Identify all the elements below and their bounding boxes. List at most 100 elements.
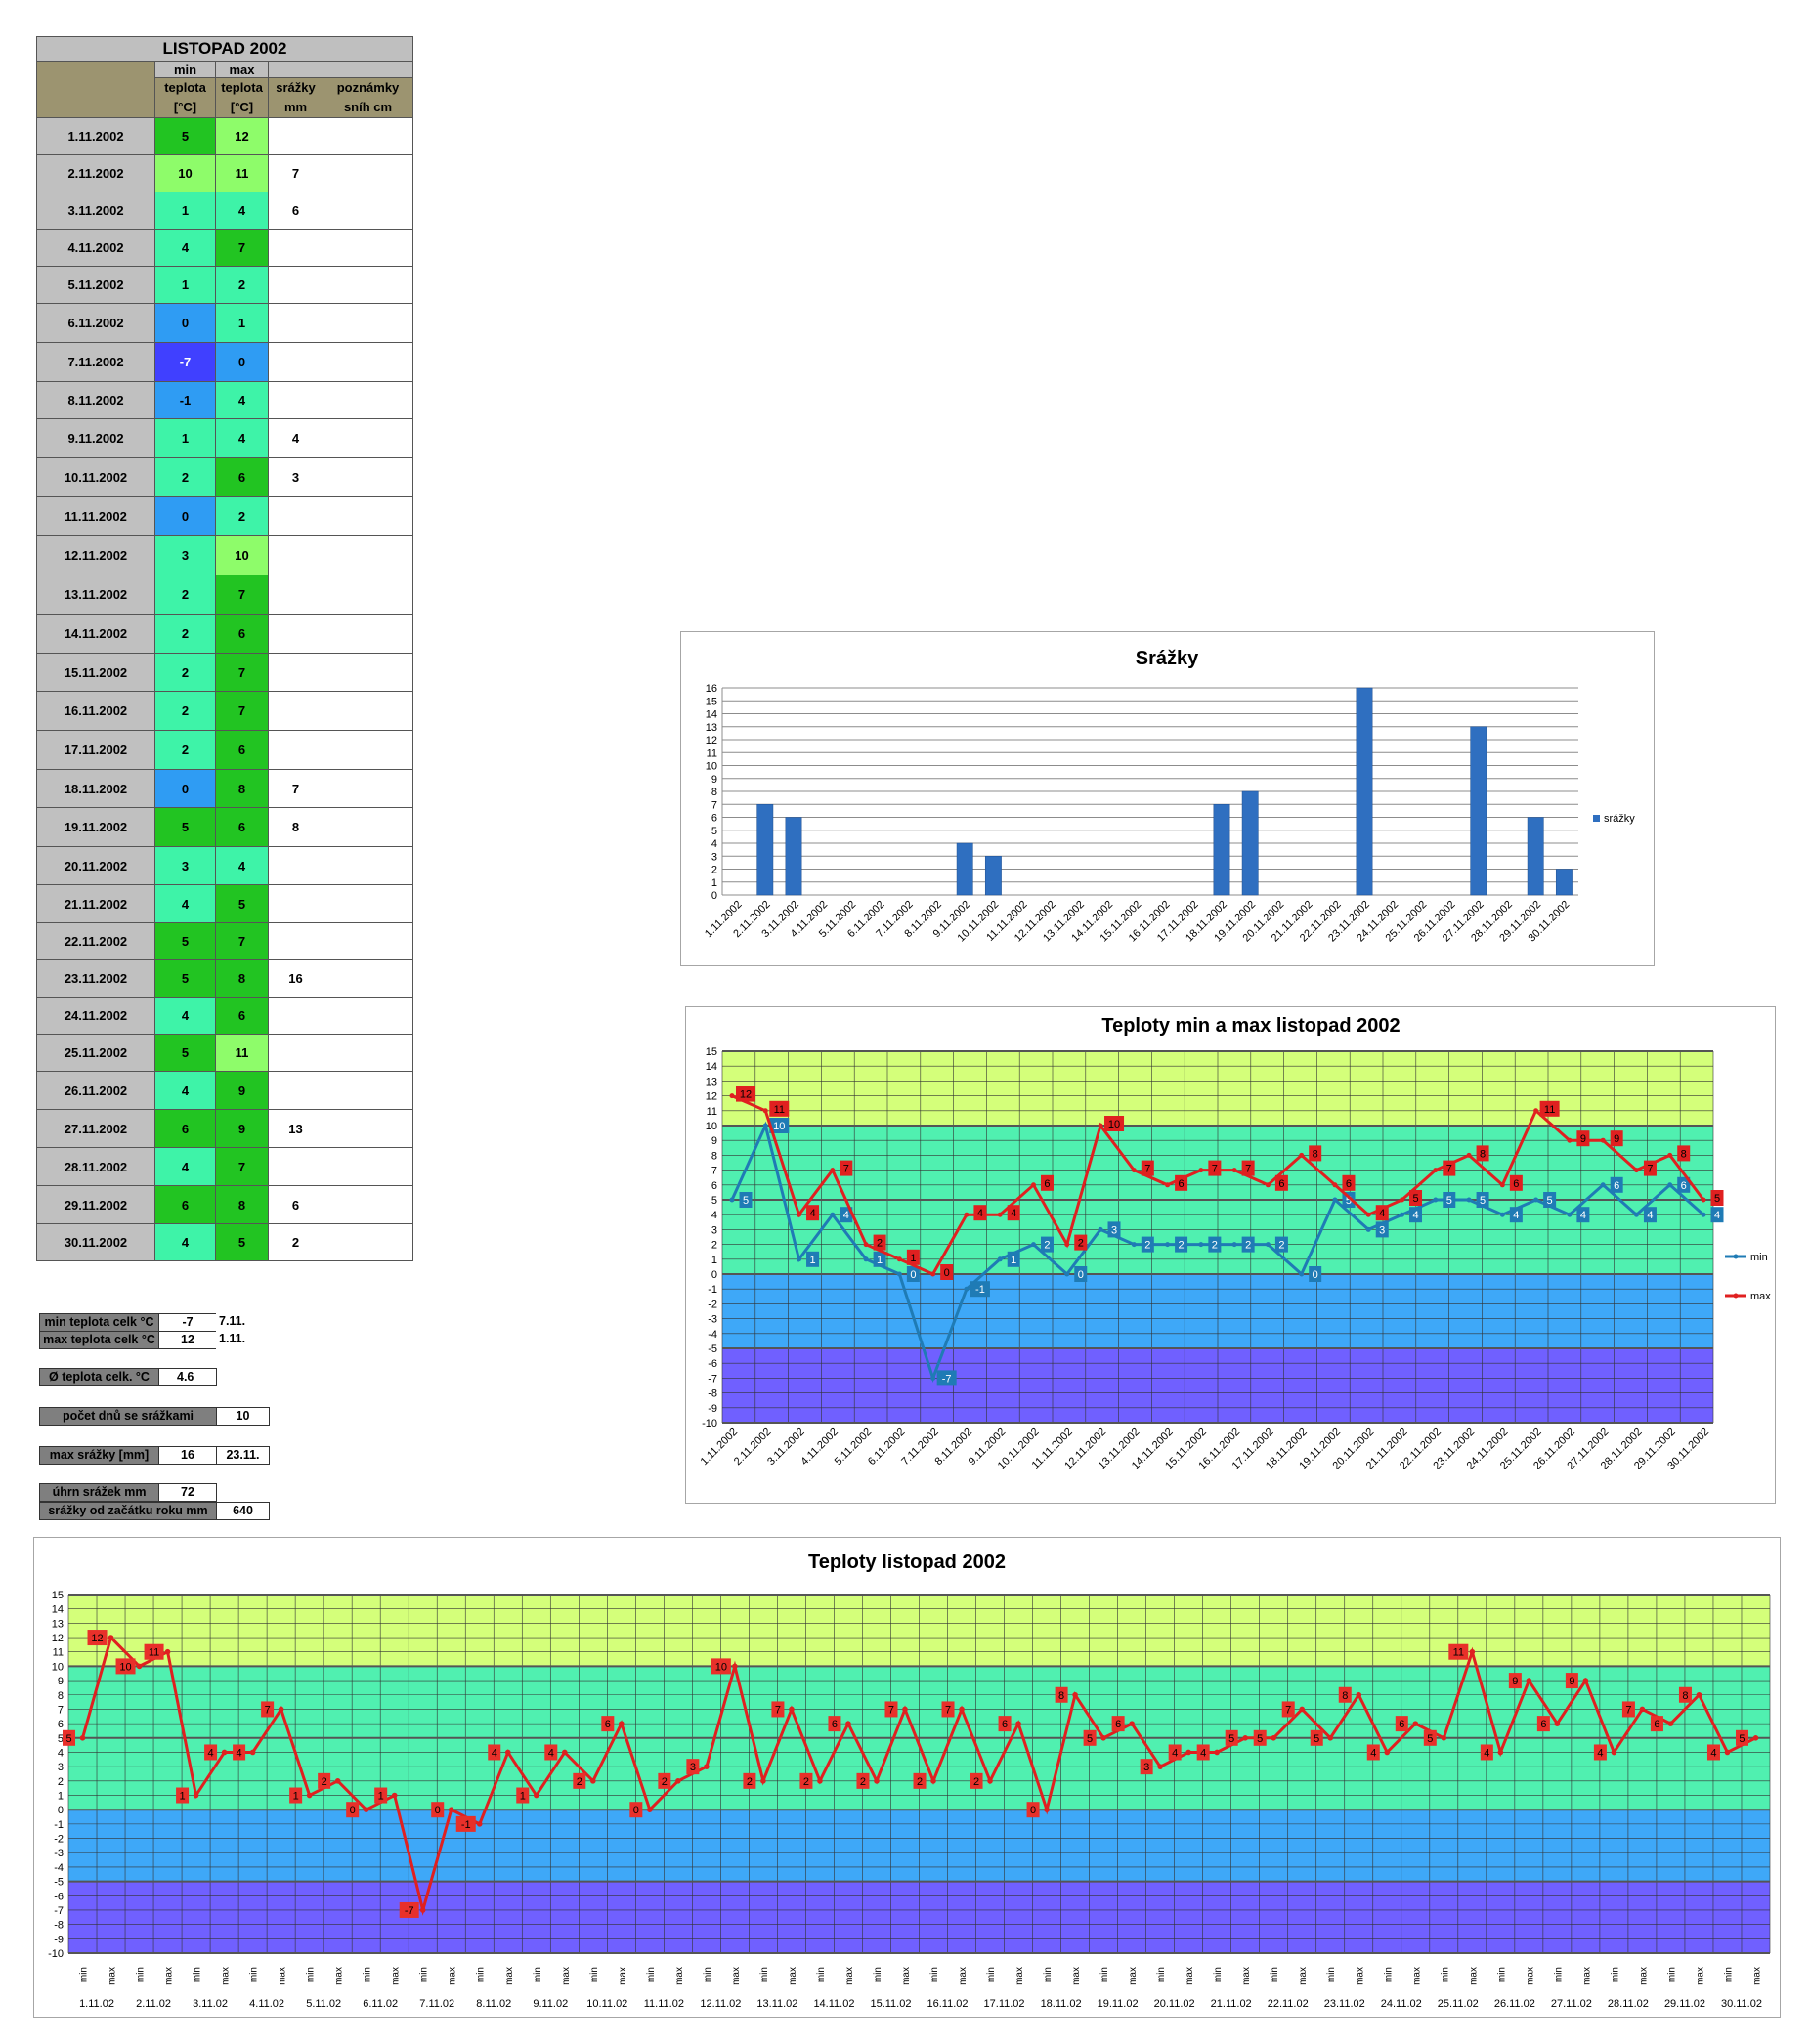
chart-title: Srážky [1136, 648, 1199, 669]
y-tick-label: 8 [711, 1150, 717, 1162]
row-rain [268, 342, 323, 382]
data-label: 2 [662, 1776, 668, 1788]
x-sub-label: max [1525, 1967, 1535, 1985]
point-min [1433, 1197, 1439, 1203]
row-max: 2 [215, 266, 269, 304]
data-label: 7 [1285, 1704, 1291, 1716]
data-label-bg [144, 1643, 164, 1660]
point-max [830, 1168, 836, 1173]
header-notes: poznámky sníh cm [323, 77, 413, 118]
row-note [323, 303, 413, 343]
y-tick-label: 8 [711, 787, 717, 798]
data-label-bg [856, 1772, 870, 1789]
row-min: 1 [154, 192, 216, 230]
data-label: 7 [888, 1704, 894, 1716]
x-sub-label: min [1440, 1967, 1450, 1982]
data-label-bg [1140, 1759, 1153, 1775]
y-tick-label: 12 [52, 1633, 64, 1644]
y-tick-label: 6 [711, 813, 717, 825]
x-sub-label: max [788, 1967, 798, 1985]
data-label: 2 [973, 1776, 979, 1788]
x-group-label: 17.11.02 [984, 1998, 1025, 2010]
weather-table: LISTOPAD 2002 min max teplota [°C] teplot… [36, 36, 413, 1261]
point-max [997, 1212, 1003, 1217]
row-date: 4.11.2002 [36, 229, 155, 267]
y-tick-label: -2 [708, 1299, 717, 1310]
y-tick-label: 4 [58, 1747, 64, 1759]
row-max: 6 [215, 457, 269, 497]
data-label-bg [1621, 1701, 1635, 1718]
row-min: 5 [154, 117, 216, 155]
y-tick-label: 2 [58, 1776, 64, 1788]
point [1412, 1721, 1419, 1726]
data-label: 4 [1379, 1208, 1385, 1219]
data-label-bg [806, 1205, 820, 1221]
table-row: 16.11.2002 2 7 [36, 691, 413, 731]
data-label-bg [1509, 1207, 1523, 1223]
row-rain [268, 535, 323, 575]
point [987, 1778, 993, 1784]
point [760, 1778, 766, 1784]
x-sub-label: min [986, 1967, 997, 1982]
data-label: 5 [1480, 1195, 1486, 1207]
data-label: 7 [843, 1164, 849, 1175]
row-note [323, 884, 413, 923]
data-label: 5 [1314, 1733, 1319, 1745]
row-min: 5 [154, 807, 216, 847]
legend-swatch [1593, 815, 1600, 822]
row-rain [268, 1034, 323, 1072]
point-max [1466, 1152, 1472, 1158]
data-label: 7 [1245, 1164, 1251, 1175]
row-min: 2 [154, 653, 216, 692]
point-max [1332, 1182, 1338, 1188]
x-sub-label: max [504, 1967, 515, 1985]
data-label-bg [1735, 1729, 1748, 1746]
bar [1527, 817, 1544, 896]
point-min [797, 1256, 802, 1262]
header-min-units: [°C] [173, 100, 197, 114]
data-label-bg [1281, 1701, 1295, 1718]
y-tick-label: 16 [706, 683, 717, 695]
point [79, 1735, 86, 1741]
row-date: 12.11.2002 [36, 535, 155, 575]
x-sub-label: min [703, 1967, 713, 1982]
table-row: 22.11.2002 5 7 [36, 922, 413, 960]
row-min: 0 [154, 496, 216, 536]
row-note [323, 922, 413, 960]
data-label: 2 [877, 1238, 883, 1250]
data-label: 1 [378, 1791, 384, 1803]
data-label: 7 [775, 1704, 781, 1716]
row-min: 4 [154, 1223, 216, 1261]
row-max: 5 [215, 884, 269, 923]
row-rain [268, 303, 323, 343]
point [1469, 1648, 1476, 1655]
row-max: 4 [215, 192, 269, 230]
data-label-bg [1104, 1116, 1125, 1131]
data-label: 8 [1682, 1690, 1688, 1702]
point-min [896, 1271, 902, 1277]
data-label-bg [799, 1772, 813, 1789]
data-label: 7 [1625, 1704, 1631, 1716]
row-date: 8.11.2002 [36, 381, 155, 419]
point [1327, 1735, 1334, 1741]
data-label-bg [1007, 1205, 1020, 1221]
data-label: 6 [1614, 1180, 1619, 1192]
data-label: 4 [548, 1747, 554, 1759]
point-max [1600, 1137, 1606, 1143]
point-min [1365, 1226, 1371, 1232]
point [1242, 1735, 1248, 1741]
y-tick-label: 1 [711, 1255, 717, 1266]
row-max: 8 [215, 959, 269, 998]
row-note [323, 418, 413, 458]
x-group-label: 28.11.02 [1608, 1998, 1649, 2010]
point-min [1466, 1197, 1472, 1203]
x-sub-label: min [1553, 1967, 1564, 1982]
point-min [1098, 1226, 1103, 1232]
x-sub-label: min [589, 1967, 600, 1982]
data-label-bg [1476, 1192, 1489, 1208]
row-max: 6 [215, 614, 269, 654]
data-label-bg [289, 1787, 303, 1804]
min-temp-date: 7.11. [216, 1313, 267, 1332]
data-label-bg [176, 1787, 190, 1804]
point [108, 1635, 114, 1640]
